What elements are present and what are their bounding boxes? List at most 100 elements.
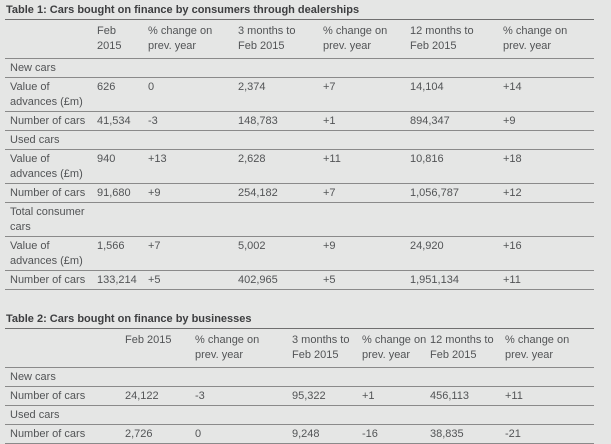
- header-cell-pct-change-3: % change on prev. year: [505, 329, 594, 368]
- data-cell: +13: [148, 149, 238, 184]
- row-label-line: Value of: [10, 153, 50, 165]
- header-line: prev. year: [362, 349, 411, 361]
- header-cell-12-months: 12 months to Feb 2015: [410, 20, 503, 59]
- data-cell: +11: [503, 270, 594, 290]
- data-cell: 2,726: [125, 424, 195, 444]
- header-line: 12 months to: [410, 25, 474, 37]
- data-cell: +1: [362, 386, 430, 406]
- empty-cell: [97, 58, 148, 78]
- header-line: Feb: [97, 25, 116, 37]
- data-cell: +9: [503, 111, 594, 131]
- data-cell: 0: [148, 77, 238, 112]
- empty-cell: [503, 202, 594, 237]
- data-cell: 254,182: [238, 183, 323, 203]
- header-line: % change on: [503, 25, 568, 37]
- section-label-cell: New cars: [5, 58, 97, 78]
- empty-cell: [148, 130, 238, 150]
- empty-cell: [430, 367, 505, 387]
- section-row-used-cars: Used cars: [5, 405, 594, 425]
- section-label-line: cars: [10, 221, 31, 233]
- data-cell: +9: [323, 236, 410, 271]
- header-cell-pct-change-1: % change on prev. year: [195, 329, 292, 368]
- data-cell: 91,680: [97, 183, 148, 203]
- empty-cell: [195, 405, 292, 425]
- header-line: 3 months to: [292, 334, 350, 346]
- empty-cell: [148, 202, 238, 237]
- header-line: % change on: [148, 25, 213, 37]
- data-cell: 24,122: [125, 386, 195, 406]
- data-cell: 2,374: [238, 77, 323, 112]
- empty-cell: [410, 130, 503, 150]
- empty-cell: [97, 202, 148, 237]
- row-label-line: advances (£m): [10, 255, 83, 267]
- table1: Feb 2015 % change on prev. year 3 months…: [5, 20, 594, 290]
- data-cell: 38,835: [430, 424, 505, 444]
- header-line: 12 months to: [430, 334, 494, 346]
- header-cell-3-months: 3 months to Feb 2015: [292, 329, 362, 368]
- header-line: prev. year: [148, 40, 197, 52]
- header-cell-feb-2015: Feb 2015: [125, 329, 195, 368]
- data-cell: 41,534: [97, 111, 148, 131]
- data-cell: 456,113: [430, 386, 505, 406]
- header-line: Feb 2015: [430, 349, 477, 361]
- row-label-cell: Value of advances (£m): [5, 77, 97, 112]
- section-row-used-cars: Used cars: [5, 130, 594, 150]
- header-line: % change on: [362, 334, 427, 346]
- data-cell: 9,248: [292, 424, 362, 444]
- data-cell: 24,920: [410, 236, 503, 271]
- header-line: [125, 348, 193, 363]
- empty-cell: [362, 405, 430, 425]
- row-label-cell: Number of cars: [5, 183, 97, 203]
- data-cell: -3: [195, 386, 292, 406]
- data-cell: +18: [503, 149, 594, 184]
- data-cell: +1: [323, 111, 410, 131]
- header-line: % change on: [195, 334, 260, 346]
- empty-cell: [362, 367, 430, 387]
- empty-cell: [195, 367, 292, 387]
- data-cell: 2,628: [238, 149, 323, 184]
- header-line: prev. year: [323, 40, 372, 52]
- data-cell: 0: [195, 424, 292, 444]
- row-label-line: Value of: [10, 240, 50, 252]
- row-label-cell: Number of cars: [5, 424, 125, 444]
- data-row-number-of-cars: Number of cars 24,122 -3 95,322 +1 456,1…: [5, 386, 594, 406]
- header-cell-pct-change-2: % change on prev. year: [362, 329, 430, 368]
- data-cell: +14: [503, 77, 594, 112]
- data-cell: 5,002: [238, 236, 323, 271]
- empty-cell: [125, 367, 195, 387]
- section-row-new-cars: New cars: [5, 367, 594, 387]
- data-cell: 14,104: [410, 77, 503, 112]
- data-cell: -16: [362, 424, 430, 444]
- data-cell: 148,783: [238, 111, 323, 131]
- header-line: prev. year: [505, 349, 554, 361]
- header-cell-pct-change-3: % change on prev. year: [503, 20, 594, 59]
- empty-cell: [238, 130, 323, 150]
- header-line: 3 months to: [238, 25, 296, 37]
- section-label-cell: Total consumer cars: [5, 202, 97, 237]
- section-label-cell: New cars: [5, 367, 125, 387]
- data-cell: +12: [503, 183, 594, 203]
- header-line: Feb 2015: [410, 40, 457, 52]
- data-row-value-advances: Value of advances (£m) 626 0 2,374 +7 14…: [5, 77, 594, 112]
- data-cell: +11: [323, 149, 410, 184]
- data-cell: +7: [323, 77, 410, 112]
- data-cell: +5: [148, 270, 238, 290]
- empty-cell: [292, 405, 362, 425]
- data-cell: 940: [97, 149, 148, 184]
- empty-cell: [125, 405, 195, 425]
- data-row-number-of-cars: Number of cars 41,534 -3 148,783 +1 894,…: [5, 111, 594, 131]
- data-cell: 1,056,787: [410, 183, 503, 203]
- data-row-number-of-cars: Number of cars 2,726 0 9,248 -16 38,835 …: [5, 424, 594, 444]
- header-cell-3-months: 3 months to Feb 2015: [238, 20, 323, 59]
- data-cell: +7: [148, 236, 238, 271]
- header-line: prev. year: [503, 40, 552, 52]
- data-cell: -3: [148, 111, 238, 131]
- data-cell: +5: [323, 270, 410, 290]
- data-cell: 10,816: [410, 149, 503, 184]
- section-row-new-cars: New cars: [5, 58, 594, 78]
- section-label-cell: Used cars: [5, 405, 125, 425]
- section-label-line: Total consumer: [10, 206, 85, 218]
- table1-header-row: Feb 2015 % change on prev. year 3 months…: [5, 20, 594, 59]
- row-label-line: advances (£m): [10, 168, 83, 180]
